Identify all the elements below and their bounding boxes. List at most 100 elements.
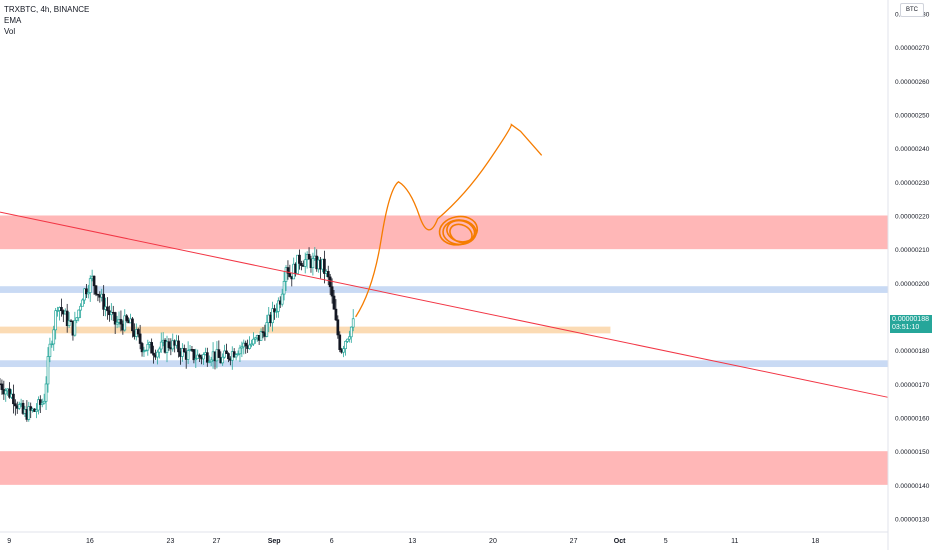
circle-highlight[interactable] xyxy=(447,221,475,247)
candle-body xyxy=(288,272,292,277)
price-tick-label: 0.00000130 xyxy=(895,517,930,524)
candle-body xyxy=(332,295,336,310)
candle-body xyxy=(311,258,315,269)
candle-body xyxy=(106,306,109,312)
time-tick-label: 18 xyxy=(812,538,820,545)
candle-body xyxy=(181,348,184,357)
indicator-ema-label[interactable]: EMA xyxy=(4,16,22,25)
candle-body xyxy=(177,340,180,353)
projection-arrow[interactable] xyxy=(355,123,542,318)
price-tick-label: 0.00000210 xyxy=(895,247,930,254)
time-tick-label: 5 xyxy=(664,538,668,545)
candle-body xyxy=(167,341,171,348)
lower-blue-band[interactable] xyxy=(0,360,888,368)
candle-body xyxy=(14,403,17,407)
upper-blue-band[interactable] xyxy=(0,286,888,293)
candle-body xyxy=(0,383,4,390)
candle-body xyxy=(276,300,280,312)
indicator-vol-label[interactable]: Vol xyxy=(4,27,16,36)
candle-body xyxy=(125,315,129,321)
candle-body xyxy=(146,344,150,351)
price-tick-label: 0.00000170 xyxy=(895,382,930,389)
candle-body xyxy=(252,338,255,345)
candle-body xyxy=(296,254,299,274)
price-axis[interactable] xyxy=(888,0,932,550)
price-tick-label: 0.00000260 xyxy=(895,79,930,86)
candle-body xyxy=(159,341,163,350)
currency-label[interactable]: BTC xyxy=(900,3,924,17)
candle-body xyxy=(271,308,274,324)
candle-body xyxy=(221,356,225,364)
candle-body xyxy=(209,359,213,363)
candle-body xyxy=(186,350,190,360)
candle-body xyxy=(236,353,240,356)
candle-body xyxy=(40,402,44,405)
candle-body xyxy=(192,349,196,361)
candle-body xyxy=(273,308,276,313)
candle-body xyxy=(265,322,269,337)
candle-body xyxy=(142,350,146,353)
price-tick-label: 0.00000270 xyxy=(895,45,930,52)
candle-body xyxy=(73,319,77,336)
candle-body xyxy=(157,348,161,353)
current-price-tag: 0.00000188 03:51:10 xyxy=(890,315,932,334)
candle-body xyxy=(286,267,290,274)
orange-band[interactable] xyxy=(0,326,611,334)
candle-body xyxy=(119,319,123,325)
candle-body xyxy=(115,322,119,325)
resistance-zone[interactable] xyxy=(0,215,888,250)
candle-body xyxy=(303,259,307,267)
price-tick-label: 0.00000150 xyxy=(895,449,930,456)
candle-body xyxy=(81,299,84,307)
candle-body xyxy=(21,402,25,414)
candle-body xyxy=(205,352,209,363)
lower-red-zone[interactable] xyxy=(0,451,888,485)
candle-body xyxy=(46,356,50,385)
candle-body xyxy=(152,352,155,356)
candle-body xyxy=(282,281,286,295)
candle-body xyxy=(102,293,106,310)
candle-body xyxy=(250,343,253,346)
time-tick-label: 11 xyxy=(731,538,738,545)
time-tick-label: 16 xyxy=(86,538,94,545)
candle-body xyxy=(182,348,186,353)
candle-body xyxy=(123,315,127,331)
candle-body xyxy=(92,275,96,287)
candle-body xyxy=(138,333,142,344)
bar-countdown: 03:51:10 xyxy=(892,324,920,332)
candle-body xyxy=(65,310,69,327)
trendline[interactable] xyxy=(0,211,889,398)
candle-body xyxy=(144,349,148,352)
candle-body xyxy=(253,337,257,340)
candle-body xyxy=(225,350,228,354)
time-tick-label: Oct xyxy=(614,538,626,545)
candle-body xyxy=(248,344,251,349)
candle-body xyxy=(60,307,63,312)
candle-body xyxy=(198,354,201,358)
candle-body xyxy=(326,271,330,278)
candle-body xyxy=(240,346,244,349)
candle-body xyxy=(109,311,113,316)
price-tick-label: 0.00000220 xyxy=(895,213,930,220)
candle-body xyxy=(86,292,90,295)
symbol-title[interactable]: TRXBTC, 4h, BINANCE xyxy=(4,5,90,14)
candle-body xyxy=(8,388,11,398)
candle-body xyxy=(83,288,86,301)
candle-body xyxy=(44,383,48,402)
time-tick-label: 27 xyxy=(213,538,221,545)
candle-body xyxy=(342,348,345,353)
candle-body xyxy=(334,308,338,321)
price-tick-label: 0.00000200 xyxy=(895,281,930,288)
time-tick-label: 20 xyxy=(489,538,497,545)
candle-body xyxy=(244,342,248,347)
candle-body xyxy=(194,358,198,361)
candle-body xyxy=(336,319,340,336)
candle-body xyxy=(217,349,221,358)
chart-legend: TRXBTC, 4h, BINANCE EMA Vol xyxy=(4,4,89,37)
time-tick-label: 13 xyxy=(408,538,416,545)
candle-body xyxy=(323,258,326,274)
candle-body xyxy=(348,336,351,340)
candle-body xyxy=(113,312,117,325)
